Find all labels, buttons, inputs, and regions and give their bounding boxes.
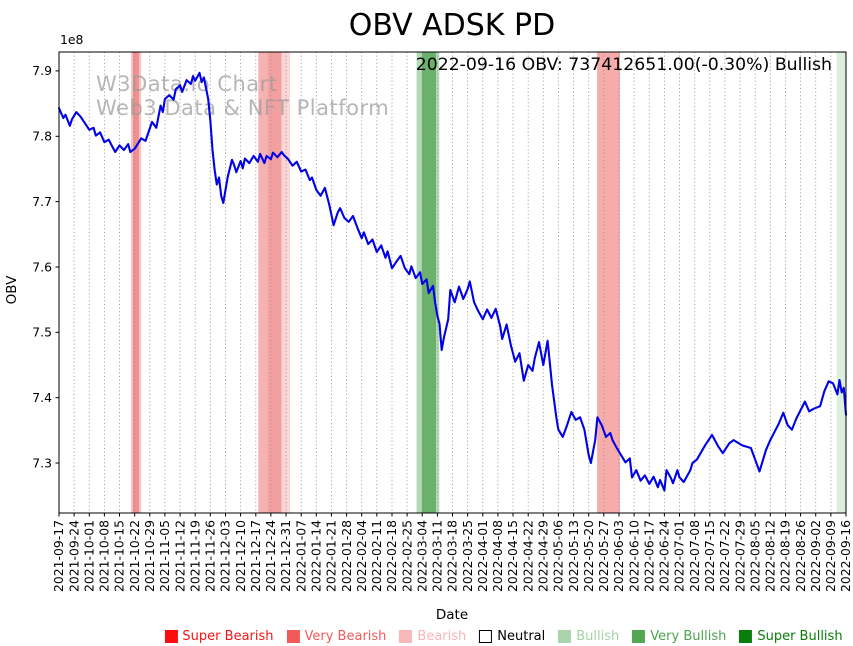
svg-text:2022-06-17: 2022-06-17	[642, 520, 657, 592]
svg-text:2022-01-07: 2022-01-07	[293, 520, 308, 592]
svg-text:2022-03-25: 2022-03-25	[460, 520, 475, 592]
svg-text:2021-11-26: 2021-11-26	[203, 520, 218, 592]
obv-line	[57, 71, 848, 492]
signal-legend: Super Bearish Very Bearish Bearish Neutr…	[164, 630, 843, 643]
svg-text:2022-09-09: 2022-09-09	[823, 520, 838, 592]
signal-band-bearish-dec-a	[258, 52, 268, 513]
svg-text:2022-04-22: 2022-04-22	[520, 520, 535, 592]
super-bullish-swatch-icon	[739, 630, 753, 643]
signal-band-very-bullish-mar	[421, 52, 437, 513]
chart-title: OBV ADSK PD	[348, 8, 556, 43]
y-axis-ticks: 7.9 7.8 7.7 7.6 7.5 7.4 7.3	[32, 63, 59, 470]
svg-text:2022-07-01: 2022-07-01	[672, 520, 687, 592]
svg-text:2022-02-25: 2022-02-25	[399, 520, 414, 592]
svg-text:2022-06-10: 2022-06-10	[626, 520, 641, 592]
svg-text:2022-08-19: 2022-08-19	[778, 520, 793, 592]
very-bullish-swatch-icon	[632, 630, 646, 643]
signal-band-bullish-sep	[836, 52, 846, 513]
x-axis-label: Date	[436, 607, 468, 623]
svg-text:2022-05-13: 2022-05-13	[566, 520, 581, 592]
svg-text:2022-02-11: 2022-02-11	[369, 520, 384, 592]
svg-text:2022-03-11: 2022-03-11	[430, 520, 445, 592]
legend-item-very-bullish: Very Bullish	[632, 630, 726, 643]
signal-band-very-bearish-oct	[132, 52, 139, 513]
svg-text:2022-02-18: 2022-02-18	[384, 520, 399, 592]
y-offset-label: 1e8	[60, 32, 84, 47]
svg-text:2021-10-29: 2021-10-29	[142, 520, 157, 592]
svg-text:2021-12-17: 2021-12-17	[248, 520, 263, 592]
svg-text:2022-05-20: 2022-05-20	[581, 520, 596, 592]
svg-text:2021-11-12: 2021-11-12	[172, 520, 187, 592]
y-axis-label: OBV	[4, 275, 20, 304]
svg-text:2021-12-24: 2021-12-24	[263, 520, 278, 592]
svg-text:2021-11-19: 2021-11-19	[187, 520, 202, 592]
svg-text:2021-10-08: 2021-10-08	[97, 520, 112, 592]
svg-text:2021-10-15: 2021-10-15	[112, 520, 127, 592]
svg-text:7.7: 7.7	[32, 194, 52, 209]
svg-text:2022-01-28: 2022-01-28	[339, 520, 354, 592]
svg-text:2021-12-31: 2021-12-31	[278, 520, 293, 592]
legend-item-bullish: Bullish	[558, 630, 619, 643]
legend-item-very-bearish: Very Bearish	[286, 630, 386, 643]
watermark-line1: W3Data.io Chart	[96, 72, 278, 96]
svg-text:2022-01-14: 2022-01-14	[309, 520, 324, 592]
gridlines	[58, 52, 847, 513]
legend-item-bearish: Bearish	[399, 630, 466, 643]
svg-text:2021-09-17: 2021-09-17	[51, 520, 66, 592]
svg-text:2022-01-21: 2022-01-21	[324, 520, 339, 592]
very-bearish-swatch-icon	[286, 630, 300, 643]
legend-item-super-bullish: Super Bullish	[739, 630, 843, 643]
svg-text:2022-03-04: 2022-03-04	[414, 520, 429, 592]
svg-text:2022-03-18: 2022-03-18	[445, 520, 460, 592]
svg-text:7.5: 7.5	[32, 325, 52, 340]
watermark-line2: Web3 Data & NFT Platform	[96, 96, 389, 120]
svg-text:2022-04-08: 2022-04-08	[490, 520, 505, 592]
svg-text:2022-06-24: 2022-06-24	[657, 520, 672, 592]
svg-text:2022-09-02: 2022-09-02	[808, 520, 823, 592]
svg-text:7.3: 7.3	[32, 455, 52, 470]
svg-text:2021-10-22: 2021-10-22	[127, 520, 142, 592]
bullish-swatch-icon	[558, 630, 572, 643]
svg-text:2022-04-15: 2022-04-15	[505, 520, 520, 592]
svg-text:7.6: 7.6	[32, 259, 52, 274]
svg-text:2022-05-06: 2022-05-06	[551, 520, 566, 592]
svg-text:2022-05-27: 2022-05-27	[596, 520, 611, 592]
svg-text:2022-07-29: 2022-07-29	[732, 520, 747, 592]
svg-text:2022-02-04: 2022-02-04	[354, 520, 369, 592]
svg-text:2021-11-05: 2021-11-05	[157, 520, 172, 592]
svg-text:2022-08-26: 2022-08-26	[793, 520, 808, 592]
svg-text:7.4: 7.4	[32, 390, 52, 405]
svg-text:2022-09-16: 2022-09-16	[838, 520, 853, 592]
svg-text:2022-07-22: 2022-07-22	[717, 520, 732, 592]
svg-text:2022-04-29: 2022-04-29	[536, 520, 551, 592]
svg-text:2022-08-12: 2022-08-12	[763, 520, 778, 592]
svg-text:2021-10-01: 2021-10-01	[82, 520, 97, 592]
super-bearish-swatch-icon	[164, 630, 178, 643]
svg-text:7.9: 7.9	[32, 63, 52, 78]
bearish-swatch-icon	[399, 630, 413, 643]
svg-text:2022-07-15: 2022-07-15	[702, 520, 717, 592]
svg-text:7.8: 7.8	[32, 129, 52, 144]
signal-band-bearish-may-jun	[597, 52, 620, 513]
neutral-swatch-icon	[479, 630, 493, 643]
svg-text:2021-12-03: 2021-12-03	[218, 520, 233, 592]
signal-band-bullish-mar-edge-l	[416, 52, 422, 513]
svg-text:2021-12-10: 2021-12-10	[233, 520, 248, 592]
svg-text:2022-07-08: 2022-07-08	[687, 520, 702, 592]
svg-text:2022-08-05: 2022-08-05	[747, 520, 762, 592]
x-axis-ticks: 2021-09-17 2021-09-24 2021-10-01 2021-10-08…	[51, 513, 853, 592]
svg-text:2021-09-24: 2021-09-24	[66, 520, 81, 592]
latest-value-annotation: 2022-09-16 OBV: 737412651.00(-0.30%) Bul…	[415, 55, 832, 75]
svg-text:2022-04-01: 2022-04-01	[475, 520, 490, 592]
legend-item-super-bearish: Super Bearish	[164, 630, 274, 643]
legend-item-neutral: Neutral	[479, 630, 545, 643]
signal-band-bearish-dec-b	[267, 52, 282, 513]
svg-text:2022-06-03: 2022-06-03	[611, 520, 626, 592]
